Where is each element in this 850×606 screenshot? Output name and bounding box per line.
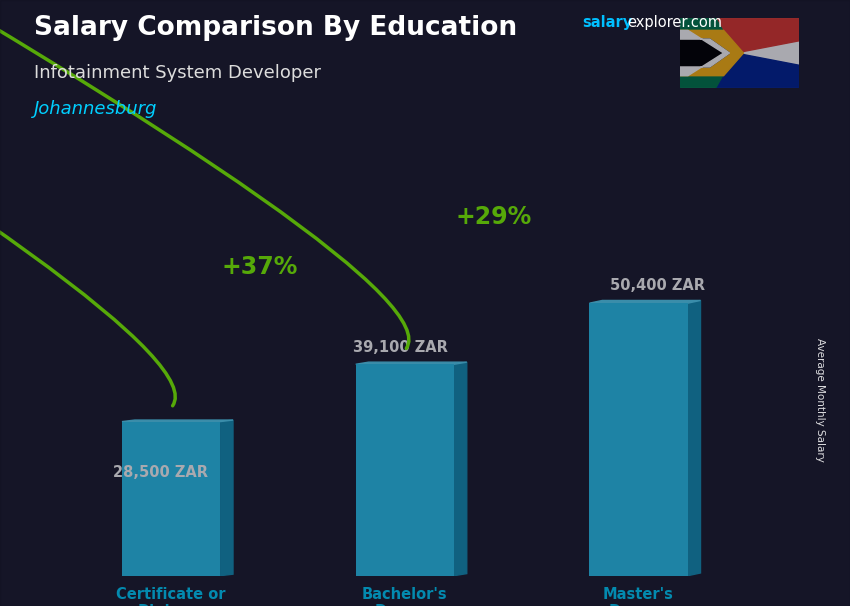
- Polygon shape: [680, 30, 729, 76]
- Polygon shape: [590, 301, 700, 303]
- Polygon shape: [220, 420, 233, 576]
- Text: Infotainment System Developer: Infotainment System Developer: [34, 64, 321, 82]
- Polygon shape: [688, 301, 700, 576]
- Polygon shape: [454, 362, 467, 576]
- Polygon shape: [680, 30, 744, 76]
- Polygon shape: [355, 362, 467, 364]
- Polygon shape: [716, 18, 799, 53]
- Text: explorer.com: explorer.com: [627, 15, 722, 30]
- Polygon shape: [680, 39, 729, 67]
- Text: Salary Comparison By Education: Salary Comparison By Education: [34, 15, 517, 41]
- Text: Average Monthly Salary: Average Monthly Salary: [815, 338, 825, 462]
- Text: Johannesburg: Johannesburg: [34, 100, 157, 118]
- Text: +37%: +37%: [222, 255, 298, 279]
- Bar: [122, 422, 220, 576]
- Polygon shape: [680, 18, 799, 88]
- Text: +29%: +29%: [456, 205, 532, 228]
- Bar: [590, 303, 688, 576]
- Polygon shape: [680, 18, 735, 88]
- Bar: [355, 364, 454, 576]
- Text: 39,100 ZAR: 39,100 ZAR: [353, 339, 448, 355]
- Polygon shape: [122, 420, 233, 422]
- Text: 50,400 ZAR: 50,400 ZAR: [609, 278, 705, 293]
- Polygon shape: [716, 53, 799, 88]
- Text: 28,500 ZAR: 28,500 ZAR: [112, 465, 207, 480]
- Text: salary: salary: [582, 15, 632, 30]
